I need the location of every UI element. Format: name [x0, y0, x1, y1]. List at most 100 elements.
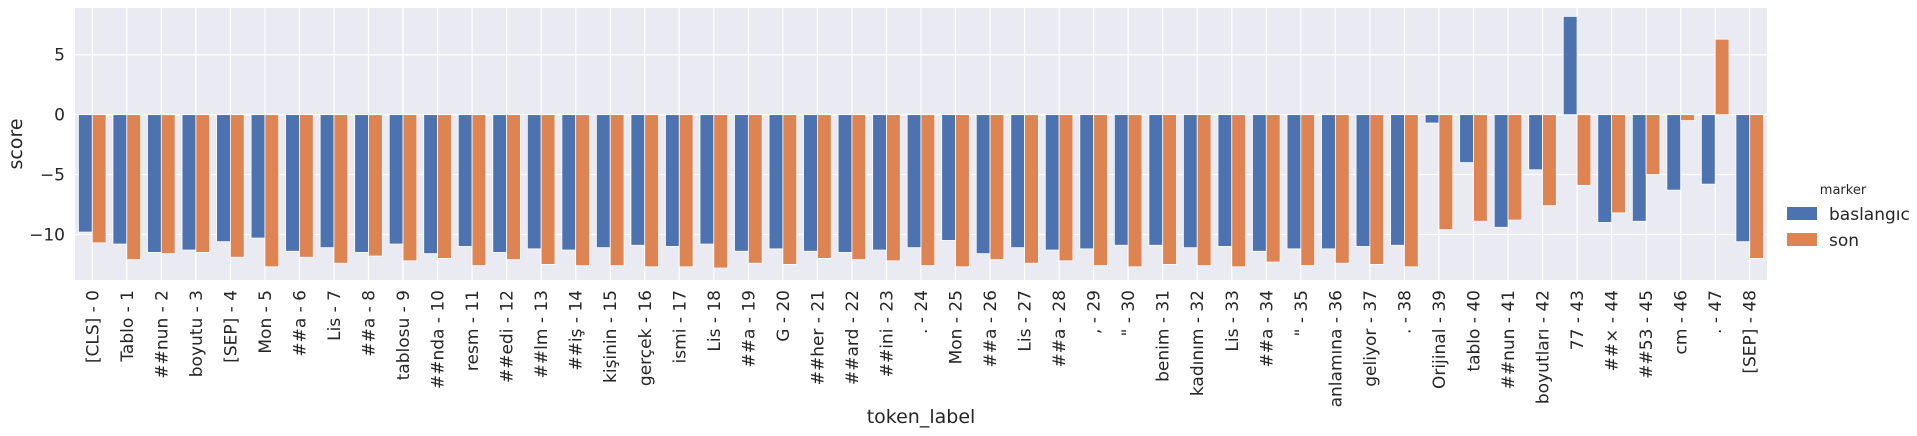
bar-son-17	[678, 114, 694, 268]
bar-son-38	[1404, 114, 1419, 268]
bar-baslangic-29	[1079, 114, 1095, 250]
x-tick-label: ##nun - 41	[1499, 290, 1519, 389]
x-tick-label: anlamına - 36	[1326, 290, 1346, 407]
bar-baslangic-14	[561, 114, 577, 251]
x-tick-label: ##nun - 2	[152, 290, 172, 379]
x-tick-label: , - 29	[1085, 290, 1105, 334]
bar-son-8	[368, 114, 383, 257]
x-tick-label: . - 47	[1706, 290, 1726, 334]
x-tick-label: Mon - 5	[256, 290, 276, 354]
bar-son-39	[1438, 114, 1454, 231]
bar-son-27	[1024, 114, 1039, 264]
x-tick-label: ##a - 26	[981, 290, 1001, 367]
bar-baslangic-32	[1183, 114, 1198, 249]
bar-baslangic-0	[78, 114, 93, 233]
bar-baslangic-36	[1321, 114, 1336, 250]
bar-baslangic-30	[1113, 114, 1129, 246]
x-tick-label: boyutları - 42	[1534, 290, 1554, 404]
bar-son-23	[886, 114, 901, 262]
bar-baslangic-37	[1355, 114, 1371, 247]
bar-son-11	[471, 114, 487, 267]
bar-son-18	[713, 114, 729, 269]
bar-son-15	[609, 114, 625, 267]
bar-baslangic-46	[1666, 114, 1682, 191]
bar-son-13	[540, 114, 556, 265]
y-tick-labels: −10 −5 0 5	[29, 46, 65, 246]
bar-baslangic-26	[975, 114, 991, 255]
legend-title: marker	[1820, 183, 1867, 198]
bar-son-45	[1645, 114, 1661, 175]
x-tick-label: ##a - 8	[360, 290, 380, 357]
x-tick-label: Lis - 18	[705, 290, 725, 352]
bar-son-5	[264, 114, 280, 268]
legend-label-baslangic: baslangıc	[1829, 205, 1910, 225]
bar-son-26	[989, 114, 1005, 261]
bar-son-21	[817, 114, 832, 259]
bar-baslangic-6	[285, 114, 300, 252]
bar-baslangic-5	[250, 114, 266, 239]
bar-baslangic-12	[492, 114, 508, 253]
bar-baslangic-2	[147, 114, 162, 253]
x-tick-label: boyutu - 3	[187, 290, 207, 377]
bar-son-29	[1093, 114, 1108, 267]
bar-baslangic-21	[803, 114, 818, 252]
bar-baslangic-35	[1286, 114, 1302, 250]
bar-baslangic-39	[1424, 114, 1440, 124]
bar-son-24	[920, 114, 936, 267]
x-tick-label: tablosu - 9	[394, 290, 414, 380]
x-tick-label: ##lm - 13	[532, 290, 552, 378]
bar-son-30	[1127, 114, 1143, 268]
bar-son-14	[575, 114, 590, 267]
x-tick-label: . - 38	[1395, 290, 1415, 334]
x-tick-label: geliyor - 37	[1361, 290, 1381, 387]
x-tick-label: ##her - 21	[808, 290, 828, 385]
legend-swatch-son	[1787, 233, 1817, 246]
bar-son-25	[955, 114, 970, 268]
bar-baslangic-44	[1597, 114, 1613, 223]
x-tick-label: 77 - 43	[1568, 290, 1588, 350]
bar-baslangic-24	[906, 114, 922, 249]
x-tick-label: " - 30	[1119, 290, 1139, 336]
bar-baslangic-23	[872, 114, 887, 251]
bar-baslangic-7	[319, 114, 335, 249]
x-tick-label: Lis - 7	[325, 290, 345, 341]
bar-baslangic-13	[526, 114, 542, 250]
bar-son-32	[1196, 114, 1212, 267]
bar-son-19	[747, 114, 763, 264]
x-tick-label: kadınım - 32	[1188, 290, 1208, 396]
legend-label-son: son	[1829, 231, 1859, 251]
bar-baslangic-1	[112, 114, 128, 245]
bar-son-36	[1334, 114, 1350, 264]
y-tick-label: −10	[29, 225, 65, 245]
bar-baslangic-18	[699, 114, 715, 245]
legend-swatch-baslangic	[1787, 207, 1817, 220]
bar-baslangic-20	[768, 114, 784, 250]
bar-son-44	[1611, 114, 1626, 214]
bar-baslangic-33	[1217, 114, 1233, 247]
bar-baslangic-16	[630, 114, 646, 246]
bar-baslangic-40	[1459, 114, 1474, 163]
x-tick-label: Orijinal - 39	[1430, 290, 1450, 389]
bar-baslangic-8	[354, 114, 369, 253]
bar-baslangic-11	[457, 114, 473, 247]
x-tick-label: " - 35	[1292, 290, 1312, 336]
bar-son-35	[1300, 114, 1316, 267]
bar-son-46	[1680, 114, 1695, 122]
bar-son-33	[1231, 114, 1246, 268]
x-tick-label: Lis - 27	[1016, 290, 1036, 352]
x-tick-label: ##a - 28	[1050, 290, 1070, 367]
bar-son-0	[91, 114, 107, 244]
bar-son-48	[1749, 114, 1764, 259]
bar-son-31	[1162, 114, 1177, 265]
y-tick-label: 0	[54, 106, 65, 126]
x-tick-label: . - 24	[912, 290, 932, 334]
bar-son-22	[851, 114, 867, 261]
x-tick-label: kişinin - 15	[601, 290, 621, 383]
bar-son-4	[229, 114, 245, 258]
bar-son-1	[126, 114, 142, 261]
x-tick-label: ##iş - 14	[567, 290, 587, 371]
bar-son-3	[195, 114, 211, 253]
bar-son-12	[506, 114, 521, 261]
